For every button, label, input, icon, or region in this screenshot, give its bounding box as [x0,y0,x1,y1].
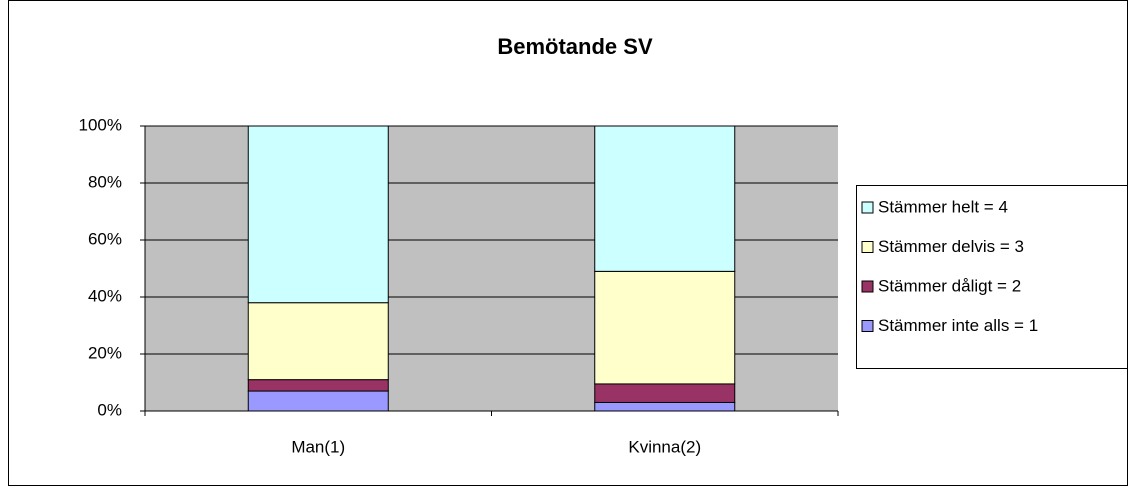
legend-swatch [861,241,874,253]
y-tick-label: 0% [97,400,122,419]
legend-label: Stämmer dåligt = 2 [878,276,1021,295]
y-tick-label: 40% [88,286,122,305]
legend-label: Stämmer helt = 4 [878,197,1008,216]
y-tick-label: 60% [88,229,122,248]
legend-swatch [861,201,874,214]
bar-segment [247,390,389,412]
chart-title: Bemötande SV [497,34,653,59]
y-tick-label: 100% [79,115,122,134]
x-tick-label: Kvinna(2) [628,437,701,456]
bar-segment [247,125,389,304]
legend-label: Stämmer delvis = 3 [878,237,1024,256]
legend-swatch [861,320,874,332]
legend-label: Stämmer inte alls = 1 [878,316,1038,335]
bar-segment [594,125,736,272]
bar-segment [594,383,736,403]
x-tick-label: Man(1) [291,437,345,456]
bar-segment [247,302,389,381]
bar-segment [247,379,389,392]
y-tick-label: 20% [88,343,122,362]
y-tick-label: 80% [88,172,122,191]
bar-segment [594,270,736,385]
bar-segment [594,401,736,412]
legend-swatch [861,280,874,293]
legend [856,185,1128,369]
